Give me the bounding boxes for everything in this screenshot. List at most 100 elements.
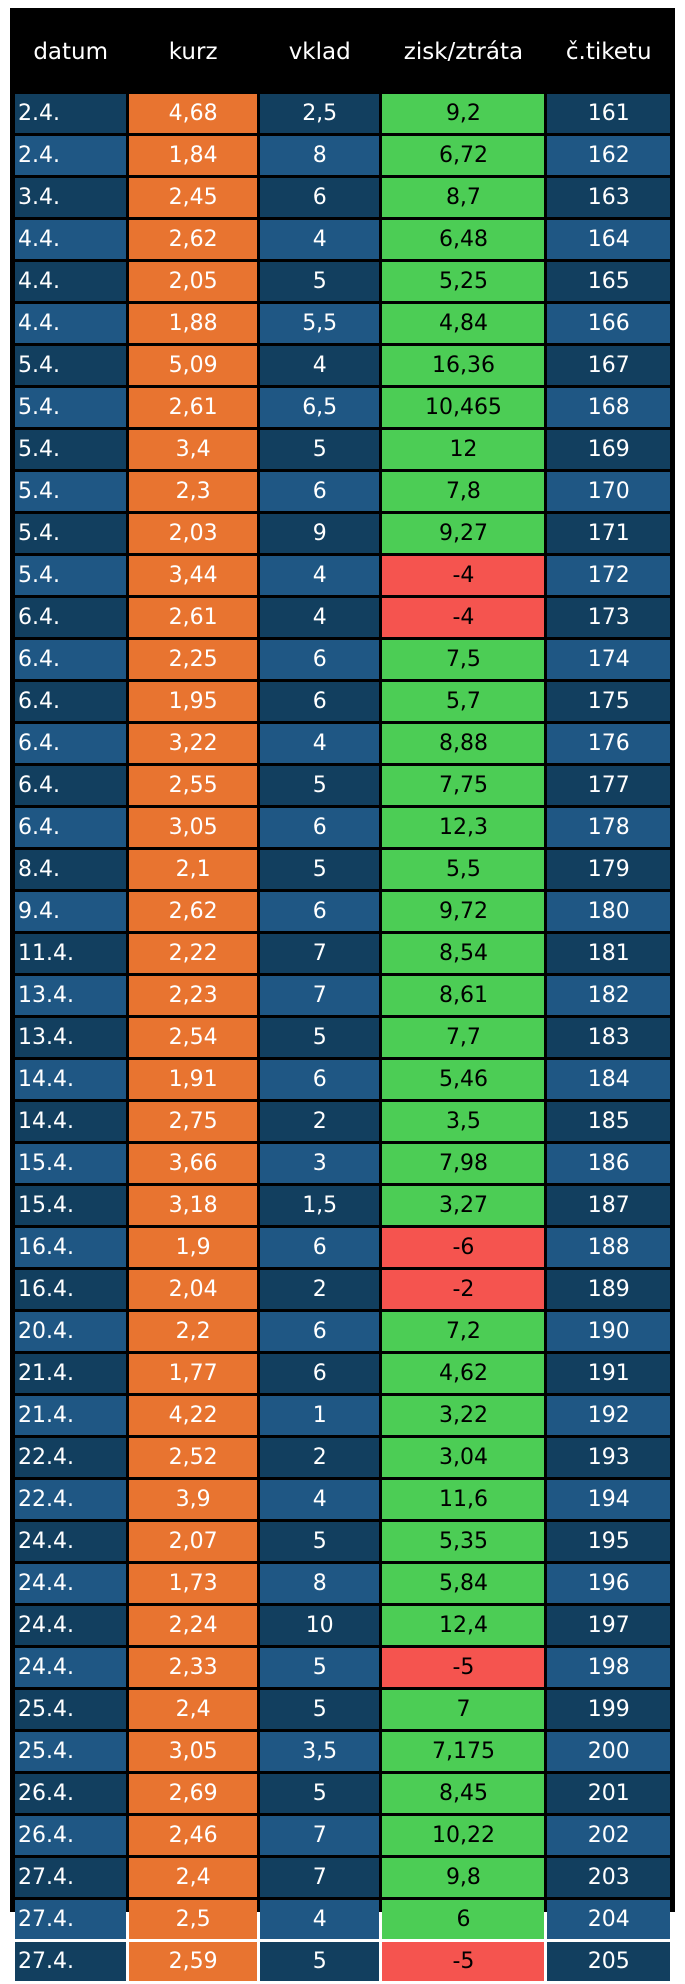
datum-cell: 26.4. [15, 1774, 127, 1813]
kurz-cell: 1,95 [129, 682, 257, 721]
table-row: 6.4. 2,25 6 7,5 174 [15, 640, 670, 679]
zisk-cell: 5,5 [382, 850, 545, 889]
vklad-cell: 6 [259, 892, 380, 931]
table-row: 2.4. 4,68 2,5 9,2 161 [15, 94, 670, 133]
tiket-cell: 190 [547, 1312, 670, 1351]
vklad-cell: 2,5 [259, 94, 380, 133]
datum-cell: 2.4. [15, 136, 127, 175]
table-row: 5.4. 2,03 9 9,27 171 [15, 514, 670, 553]
kurz-cell: 2,75 [129, 1102, 257, 1141]
zisk-cell: 10,465 [382, 388, 545, 427]
vklad-cell: 4 [259, 1480, 380, 1519]
zisk-cell: -6 [382, 1228, 545, 1267]
datum-cell: 5.4. [15, 346, 127, 385]
vklad-cell: 7 [259, 976, 380, 1015]
kurz-cell: 2,24 [129, 1606, 257, 1645]
tiket-cell: 182 [547, 976, 670, 1015]
vklad-cell: 4 [259, 346, 380, 385]
table-row: 21.4. 4,22 1 3,22 192 [15, 1396, 670, 1435]
table-row: 24.4. 2,24 10 12,4 197 [15, 1606, 670, 1645]
datum-cell: 13.4. [15, 976, 127, 1015]
zisk-cell: 9,8 [382, 1858, 545, 1897]
datum-cell: 15.4. [15, 1186, 127, 1225]
kurz-cell: 2,33 [129, 1648, 257, 1687]
zisk-cell: 7,8 [382, 472, 545, 511]
datum-cell: 6.4. [15, 598, 127, 637]
kurz-cell: 3,4 [129, 430, 257, 469]
tiket-cell: 171 [547, 514, 670, 553]
tiket-cell: 169 [547, 430, 670, 469]
tiket-cell: 202 [547, 1816, 670, 1855]
datum-cell: 4.4. [15, 262, 127, 301]
datum-cell: 20.4. [15, 1312, 127, 1351]
zisk-cell: 5,25 [382, 262, 545, 301]
vklad-cell: 6 [259, 1354, 380, 1393]
datum-cell: 22.4. [15, 1480, 127, 1519]
datum-cell: 16.4. [15, 1228, 127, 1267]
vklad-cell: 4 [259, 220, 380, 259]
datum-cell: 24.4. [15, 1522, 127, 1561]
table-row: 5.4. 3,44 4 -4 172 [15, 556, 670, 595]
datum-cell: 5.4. [15, 556, 127, 595]
zisk-cell: 9,2 [382, 94, 545, 133]
kurz-cell: 2,55 [129, 766, 257, 805]
tiket-cell: 196 [547, 1564, 670, 1603]
zisk-cell: 7,98 [382, 1144, 545, 1183]
datum-cell: 6.4. [15, 640, 127, 679]
kurz-cell: 2,03 [129, 514, 257, 553]
table-row: 4.4. 2,05 5 5,25 165 [15, 262, 670, 301]
kurz-cell: 2,54 [129, 1018, 257, 1057]
zisk-cell: 7,75 [382, 766, 545, 805]
datum-cell: 27.4. [15, 1942, 127, 1981]
kurz-cell: 4,68 [129, 94, 257, 133]
table-row: 13.4. 2,54 5 7,7 183 [15, 1018, 670, 1057]
datum-cell: 21.4. [15, 1354, 127, 1393]
vklad-cell: 5 [259, 1690, 380, 1729]
tiket-cell: 199 [547, 1690, 670, 1729]
zisk-cell: 12,3 [382, 808, 545, 847]
kurz-cell: 2,04 [129, 1270, 257, 1309]
vklad-cell: 5 [259, 850, 380, 889]
tiket-cell: 187 [547, 1186, 670, 1225]
column-header-datum: datum [15, 13, 127, 91]
zisk-cell: -2 [382, 1270, 545, 1309]
kurz-cell: 2,46 [129, 1816, 257, 1855]
vklad-cell: 6,5 [259, 388, 380, 427]
kurz-cell: 3,44 [129, 556, 257, 595]
table-row: 24.4. 2,07 5 5,35 195 [15, 1522, 670, 1561]
datum-cell: 6.4. [15, 766, 127, 805]
table-row: 25.4. 2,4 5 7 199 [15, 1690, 670, 1729]
table-row: 26.4. 2,46 7 10,22 202 [15, 1816, 670, 1855]
zisk-cell: 3,27 [382, 1186, 545, 1225]
tiket-cell: 192 [547, 1396, 670, 1435]
tiket-cell: 198 [547, 1648, 670, 1687]
table-row: 22.4. 2,52 2 3,04 193 [15, 1438, 670, 1477]
kurz-cell: 2,4 [129, 1858, 257, 1897]
kurz-cell: 2,3 [129, 472, 257, 511]
table-row: 6.4. 1,95 6 5,7 175 [15, 682, 670, 721]
table-row: 27.4. 2,4 7 9,8 203 [15, 1858, 670, 1897]
kurz-cell: 1,88 [129, 304, 257, 343]
datum-cell: 14.4. [15, 1102, 127, 1141]
tiket-cell: 188 [547, 1228, 670, 1267]
vklad-cell: 2 [259, 1270, 380, 1309]
tiket-cell: 167 [547, 346, 670, 385]
datum-cell: 13.4. [15, 1018, 127, 1057]
tiket-cell: 165 [547, 262, 670, 301]
zisk-cell: -5 [382, 1942, 545, 1981]
vklad-cell: 3,5 [259, 1732, 380, 1771]
tiket-cell: 186 [547, 1144, 670, 1183]
table-row: 3.4. 2,45 6 8,7 163 [15, 178, 670, 217]
table-row: 6.4. 3,22 4 8,88 176 [15, 724, 670, 763]
tiket-cell: 189 [547, 1270, 670, 1309]
zisk-cell: 8,7 [382, 178, 545, 217]
table-row: 2.4. 1,84 8 6,72 162 [15, 136, 670, 175]
tiket-cell: 205 [547, 1942, 670, 1981]
zisk-cell: 8,54 [382, 934, 545, 973]
tiket-cell: 195 [547, 1522, 670, 1561]
kurz-cell: 3,05 [129, 1732, 257, 1771]
datum-cell: 15.4. [15, 1144, 127, 1183]
datum-cell: 5.4. [15, 472, 127, 511]
table-row: 13.4. 2,23 7 8,61 182 [15, 976, 670, 1015]
zisk-cell: 3,5 [382, 1102, 545, 1141]
